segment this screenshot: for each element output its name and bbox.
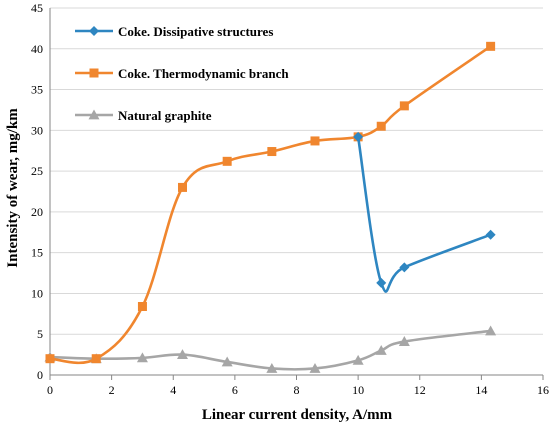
data-point-diamond (399, 262, 410, 273)
data-point-triangle (176, 349, 188, 360)
legend-marker-diamond (89, 26, 99, 36)
series-line (356, 135, 492, 293)
data-point-diamond (376, 277, 387, 288)
data-point-square (137, 301, 147, 311)
y-tick-label: 45 (31, 1, 43, 15)
data-point-square (91, 354, 101, 364)
data-point-diamond (485, 229, 496, 240)
legend-marker-square (89, 68, 99, 78)
y-tick-label: 5 (37, 327, 43, 341)
data-point-square (310, 136, 320, 146)
legend: Coke. Dissipative structures Coke. Thermo… (75, 24, 289, 123)
legend-marker-triangle (88, 109, 100, 120)
x-tick-label: 16 (537, 383, 549, 397)
data-point-square (177, 182, 187, 192)
x-tick-label: 4 (170, 383, 176, 397)
data-point-triangle (375, 345, 387, 355)
y-tick-label: 15 (31, 246, 43, 260)
series-line (48, 329, 492, 371)
series-layer (44, 41, 497, 373)
data-point-square (486, 41, 496, 51)
data-point-triangle (309, 362, 321, 373)
data-point-square (267, 147, 277, 157)
y-tick-label: 40 (31, 42, 43, 56)
data-point-square (399, 101, 409, 111)
x-tick-label: 6 (232, 383, 238, 397)
y-tick-label: 25 (31, 164, 43, 178)
y-axis-title: Intensity of wear, mg/km (5, 108, 21, 268)
x-tick-label: 10 (352, 383, 364, 397)
data-point-triangle (136, 352, 148, 363)
grid-lines (50, 7, 543, 335)
axes: 0 5 10 15 20 25 30 35 40 45 0 2 4 6 8 10 12 14 16 (31, 1, 549, 397)
y-tick-label: 0 (37, 368, 43, 382)
legend-label: Coke. Thermodynamic branch (118, 66, 289, 81)
y-tick-label: 10 (31, 286, 43, 300)
data-point-triangle (352, 354, 364, 365)
data-point-triangle (221, 356, 233, 367)
x-tick-label: 8 (294, 383, 300, 397)
data-point-square (376, 121, 386, 131)
legend-item: Coke. Thermodynamic branch (75, 66, 289, 81)
y-tick-label: 35 (31, 83, 43, 97)
series-coke-thermodynamic-branch (45, 41, 496, 365)
x-axis-title: Linear current density, A/mm (202, 407, 393, 423)
legend-item: Natural graphite (75, 108, 212, 123)
x-tick-label: 2 (109, 383, 115, 397)
x-tick-label: 14 (475, 383, 487, 397)
legend-label: Natural graphite (118, 108, 212, 123)
data-point-diamond (353, 131, 364, 142)
legend-item: Coke. Dissipative structures (75, 24, 273, 39)
y-tick-label: 30 (31, 123, 43, 137)
series-line (48, 45, 492, 365)
data-point-triangle (266, 362, 278, 373)
data-point-square (45, 354, 55, 364)
series-coke-dissipative-structures (353, 131, 496, 293)
data-point-triangle (398, 336, 410, 346)
x-tick-label: 12 (414, 383, 426, 397)
legend-label: Coke. Dissipative structures (118, 24, 273, 39)
y-tick-label: 20 (31, 205, 43, 219)
data-point-triangle (485, 325, 497, 336)
data-point-square (222, 156, 232, 166)
x-tick-label: 0 (47, 383, 53, 397)
